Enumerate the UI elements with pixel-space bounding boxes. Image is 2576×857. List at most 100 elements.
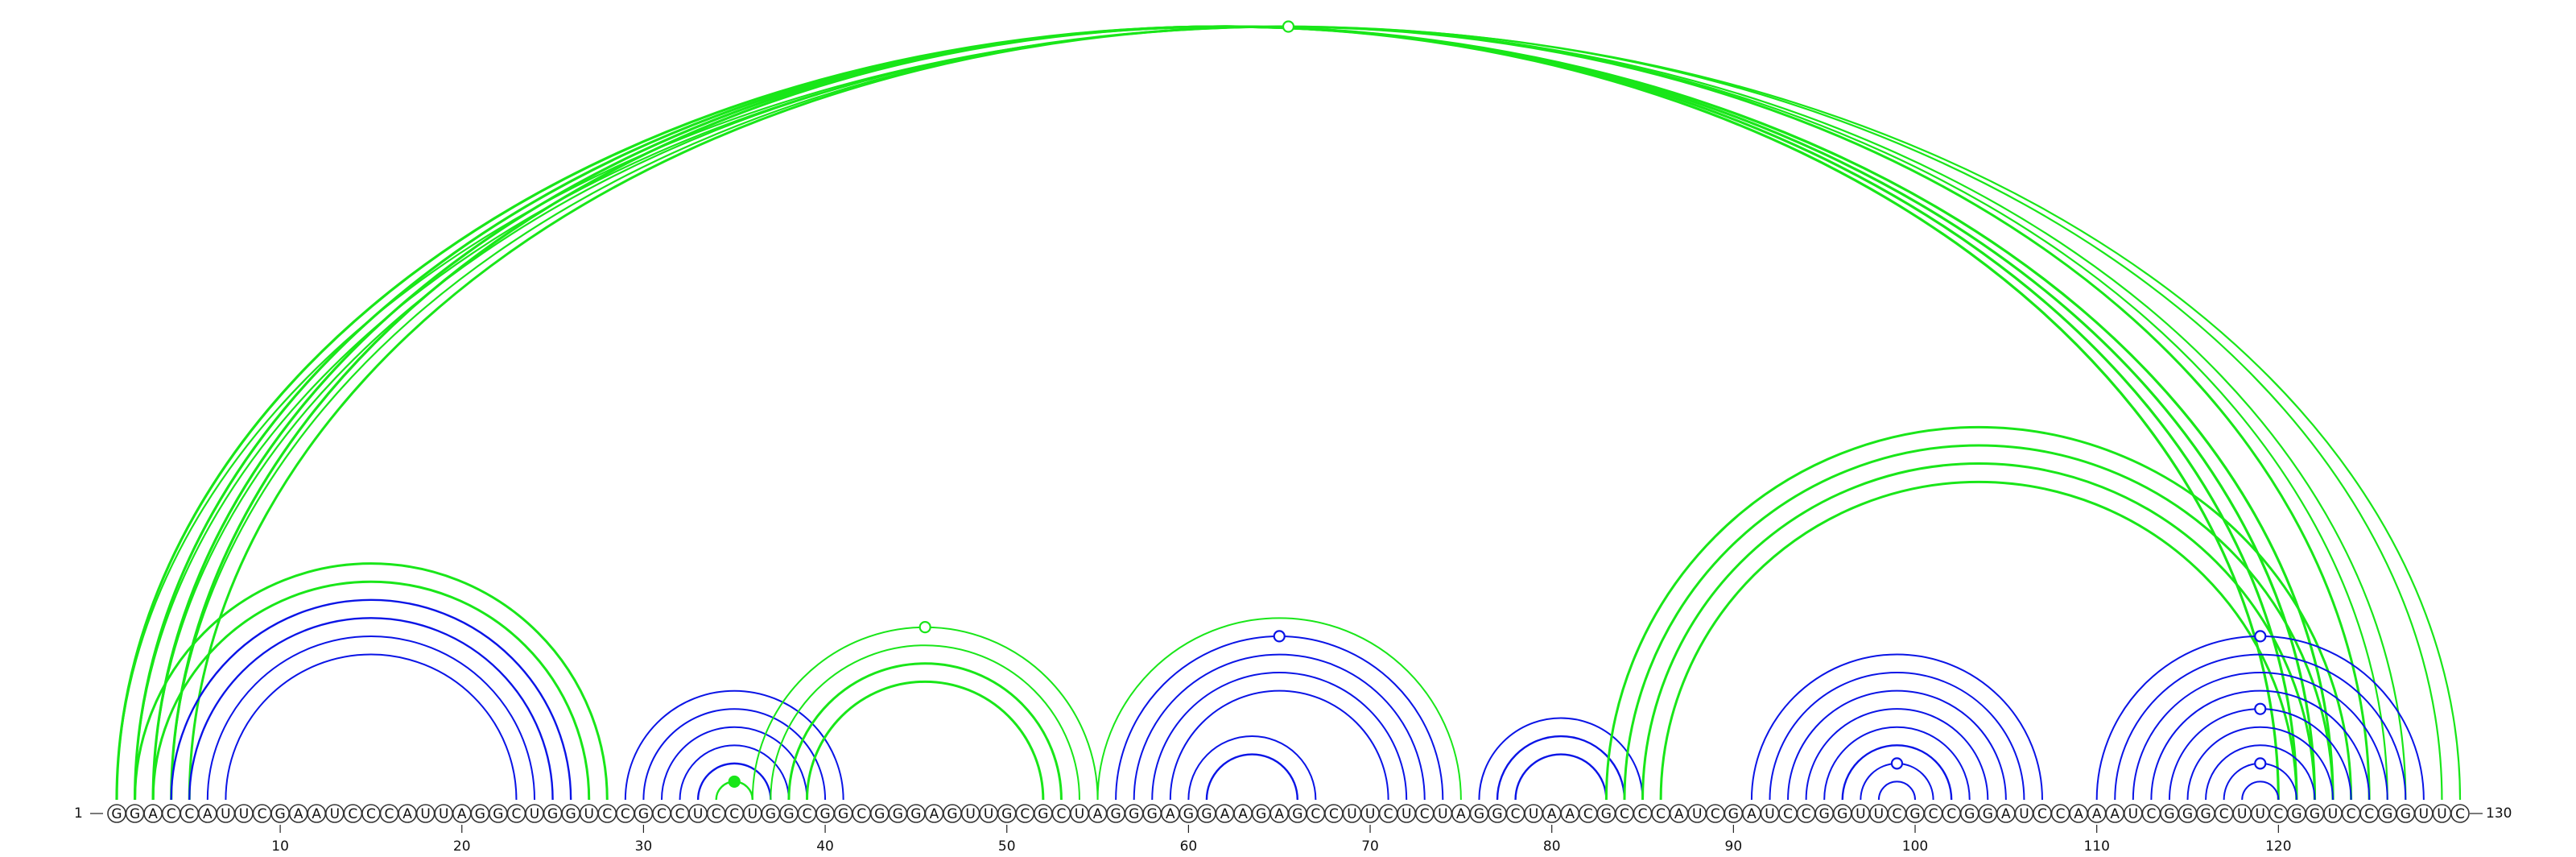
end-label: 130: [2486, 805, 2512, 822]
nucleotide-25: G: [543, 804, 563, 823]
nucleotide-21: G: [470, 804, 490, 823]
nucleotide-letter-46: A: [930, 806, 939, 822]
nucleotide-69: U: [1342, 804, 1362, 823]
nucleotide-87: A: [1669, 804, 1689, 823]
nucleotide-94: C: [1796, 804, 1816, 823]
nucleotide-59: A: [1161, 804, 1180, 823]
nucleotide-110: A: [2087, 804, 2107, 823]
nucleotide-letter-55: A: [1093, 806, 1103, 822]
nucleotide-letter-129: U: [2437, 806, 2446, 822]
nucleotide-letter-19: U: [439, 806, 448, 822]
nucleotide-2: G: [125, 804, 145, 823]
arc-green-36-55: [751, 626, 1099, 801]
nucleotide-63: A: [1233, 804, 1253, 823]
nucleotide-letter-45: G: [910, 806, 921, 822]
nucleotide-letter-122: G: [2310, 806, 2320, 822]
nucleotide-36: U: [743, 804, 762, 823]
nucleotide-letter-75: A: [1456, 806, 1466, 822]
nucleotide-letter-15: C: [366, 806, 376, 822]
nucleotide-letter-30: G: [638, 806, 649, 822]
arc-green-1-123: [115, 25, 2334, 801]
nucleotide-letter-80: A: [1547, 806, 1557, 822]
arc-green-39-52: [806, 680, 1045, 801]
nucleotide-127: G: [2396, 804, 2416, 823]
nucleotide-55: A: [1088, 804, 1108, 823]
nucleotide-72: U: [1397, 804, 1416, 823]
nucleotide-letter-44: G: [893, 806, 903, 822]
arc-green-55-75: [1096, 617, 1462, 801]
nucleotide-letter-56: G: [1111, 806, 1121, 822]
nucleotide-letter-23: C: [512, 806, 522, 822]
arc-blue-118-120: [2241, 780, 2280, 801]
nucleotide-letter-90: G: [1728, 806, 1739, 822]
nucleotide-letter-108: C: [2056, 806, 2066, 822]
apex-marker-97-101: [1890, 757, 1904, 770]
arc-blue-5-25: [188, 617, 554, 801]
arc-green-4-126: [170, 25, 2388, 801]
nucleotide-96: G: [1832, 804, 1852, 823]
nucleotide-103: G: [1959, 804, 1979, 823]
nucleotide-121: G: [2287, 804, 2306, 823]
arc-green-84-123: [1623, 444, 2334, 801]
nucleotide-120: C: [2268, 804, 2289, 823]
tick-label-120: 120: [2265, 838, 2291, 855]
nucleotide-letter-119: U: [2256, 806, 2265, 822]
apex-marker-1-130: [1282, 20, 1295, 33]
nucleotide-letter-67: C: [1311, 806, 1320, 822]
nucleotide-48: U: [960, 804, 980, 823]
nucleotide-letter-118: U: [2237, 806, 2247, 822]
nucleotide-letter-98: U: [1874, 806, 1884, 822]
nucleotide-88: U: [1687, 804, 1707, 823]
nucleotide-letter-117: C: [2219, 806, 2229, 822]
nucleotide-letter-11: A: [294, 806, 303, 822]
arc-green-86-121: [1659, 480, 2298, 801]
nucleotide-117: C: [2214, 804, 2234, 823]
nucleotide-letter-128: U: [2419, 806, 2429, 822]
nucleotide-letter-20: A: [457, 806, 467, 822]
nucleotide-letter-31: C: [657, 806, 667, 822]
nucleotide-letter-69: U: [1347, 806, 1356, 822]
arc-green-85-122: [1641, 462, 2316, 801]
nucleotide-49: U: [979, 804, 998, 823]
nucleotide-43: G: [869, 804, 890, 823]
nucleotide-letter-92: U: [1765, 806, 1774, 822]
nucleotide-113: C: [2141, 804, 2161, 823]
nucleotide-19: U: [434, 804, 453, 823]
nucleotide-letter-65: A: [1274, 806, 1284, 822]
nucleotide-67: C: [1306, 804, 1326, 823]
tick-label-110: 110: [2083, 838, 2109, 855]
nucleotide-letter-49: U: [984, 806, 993, 822]
nucleotide-letter-10: G: [275, 806, 285, 822]
nucleotide-78: C: [1505, 804, 1525, 823]
tick-label-10: 10: [271, 838, 289, 855]
nucleotide-letter-83: G: [1601, 806, 1612, 822]
nucleotide-122: G: [2305, 804, 2325, 823]
tick-label-30: 30: [635, 838, 653, 855]
nucleotide-68: C: [1324, 804, 1344, 823]
arc-blue-92-106: [1769, 672, 2025, 801]
nucleotide-letter-112: U: [2128, 806, 2138, 822]
nucleotide-53: C: [1051, 804, 1071, 823]
nucleotide-29: C: [616, 804, 635, 823]
arc-blue-31-39: [660, 727, 808, 801]
nucleotide-27: U: [579, 804, 599, 823]
nucleotide-15: C: [361, 804, 381, 823]
nucleotide-39: C: [797, 804, 817, 823]
nucleotide-letter-78: C: [1511, 806, 1521, 822]
nucleotide-letter-82: C: [1583, 806, 1593, 822]
nucleotide-82: C: [1579, 804, 1598, 823]
nucleotide-letter-121: G: [2291, 806, 2301, 822]
nucleotide-61: G: [1197, 804, 1216, 823]
arc-green-3-127: [153, 27, 2405, 800]
nucleotide-80: A: [1542, 804, 1562, 823]
nucleotide-108: C: [2050, 804, 2070, 823]
nucleotide-128: U: [2414, 804, 2434, 823]
nucleotide-letter-29: C: [621, 806, 630, 822]
nucleotide-letter-106: U: [2019, 806, 2029, 822]
arc-blue-4-26: [170, 599, 572, 801]
nucleotide-38: G: [779, 804, 799, 823]
nucleotide-7: U: [216, 804, 236, 823]
nucleotide-letter-51: C: [1020, 806, 1030, 822]
arc-blue-111-127: [2114, 654, 2407, 801]
nucleotide-letter-126: G: [2382, 806, 2392, 822]
